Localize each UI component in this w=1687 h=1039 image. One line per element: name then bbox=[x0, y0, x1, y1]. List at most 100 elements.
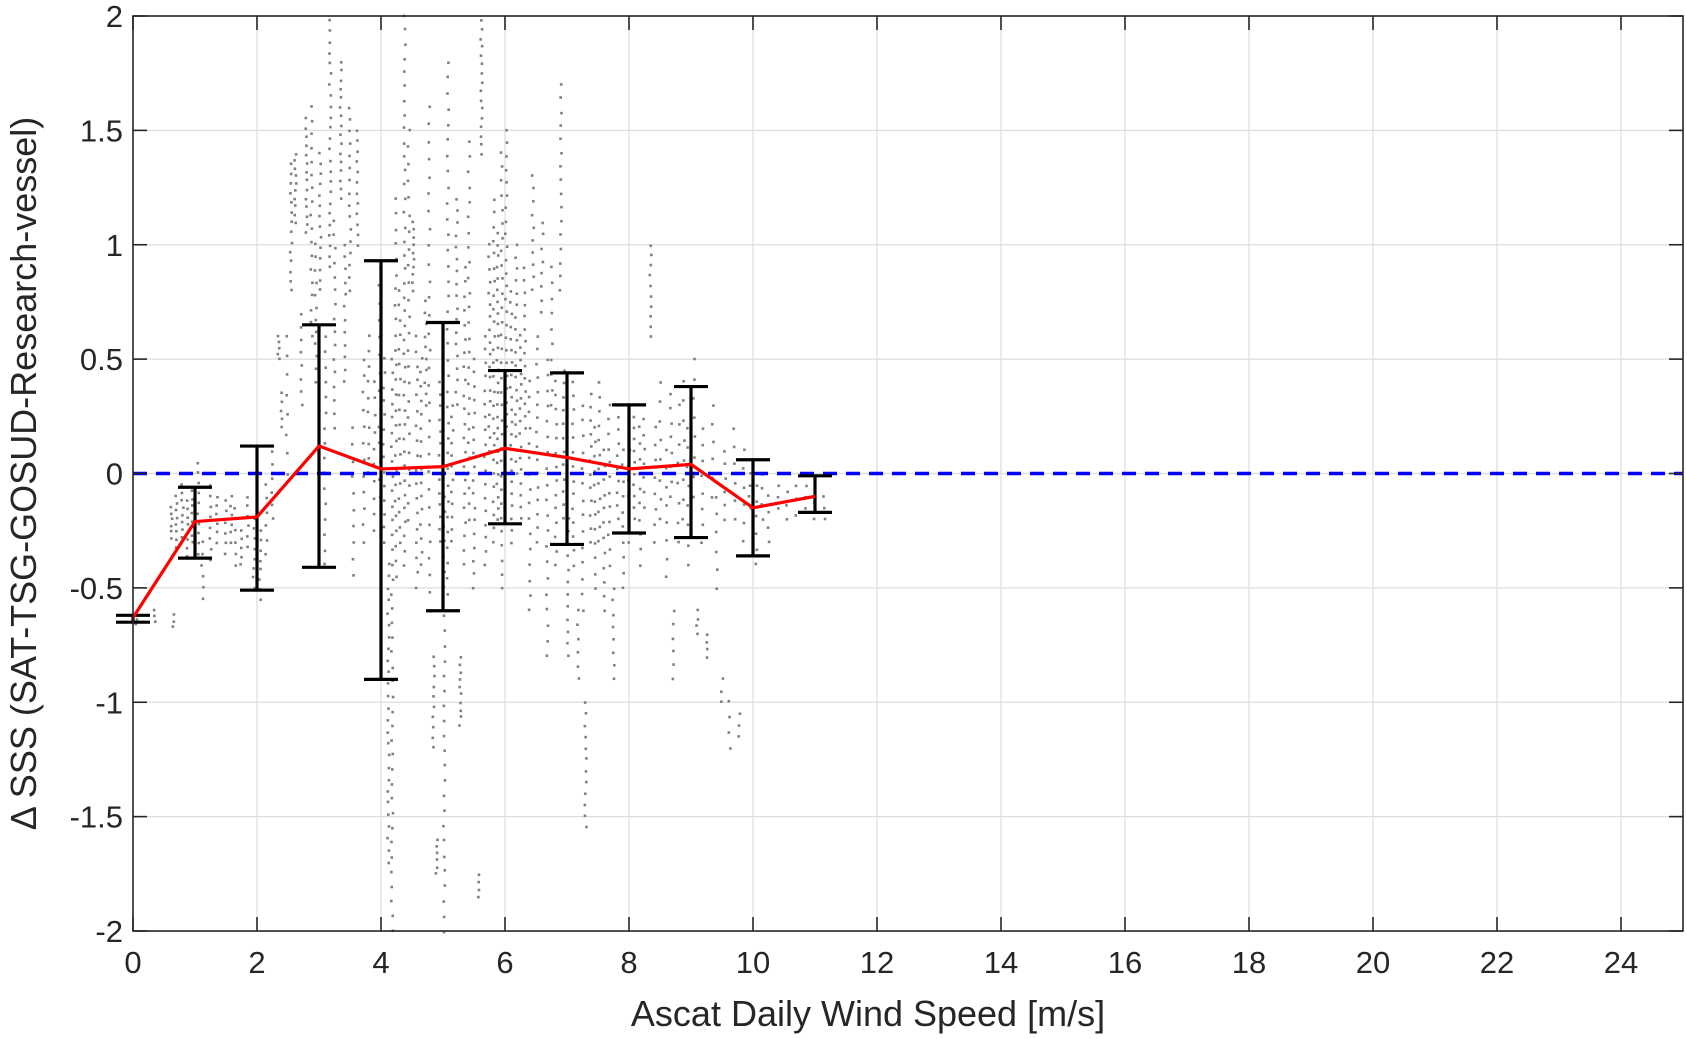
scatter-point bbox=[519, 397, 523, 400]
scatter-column-101 bbox=[632, 415, 637, 521]
scatter-point bbox=[528, 426, 532, 430]
scatter-point bbox=[608, 505, 612, 508]
scatter-point bbox=[372, 529, 376, 532]
scatter-point bbox=[732, 427, 736, 430]
scatter-point bbox=[701, 443, 705, 447]
scatter-point bbox=[186, 522, 190, 526]
x-tick-label: 16 bbox=[1108, 945, 1142, 980]
scatter-point bbox=[477, 873, 481, 877]
scatter-point bbox=[508, 386, 512, 389]
scatter-point bbox=[450, 502, 454, 506]
scatter-point bbox=[720, 690, 723, 694]
scatter-column-113 bbox=[692, 357, 697, 499]
scatter-point bbox=[362, 541, 366, 544]
scatter-point bbox=[402, 564, 406, 567]
scatter-point bbox=[622, 448, 625, 452]
scatter-point bbox=[172, 613, 176, 616]
scatter-point bbox=[427, 209, 430, 213]
scatter-point bbox=[642, 462, 646, 466]
scatter-column-82 bbox=[545, 358, 550, 658]
scatter-point bbox=[403, 27, 407, 31]
scatter-point bbox=[455, 294, 458, 297]
scatter-column-36 bbox=[347, 106, 353, 293]
scatter-point bbox=[459, 709, 463, 713]
scatter-point bbox=[545, 498, 548, 502]
scatter-point bbox=[468, 518, 471, 522]
scatter-point bbox=[555, 465, 558, 469]
scatter-column-86 bbox=[561, 369, 566, 520]
scatter-point bbox=[378, 319, 381, 322]
scatter-point bbox=[585, 757, 588, 760]
scatter-point bbox=[451, 478, 455, 482]
scatter-point bbox=[390, 607, 394, 610]
scatter-point bbox=[479, 38, 482, 41]
scatter-point bbox=[391, 402, 394, 406]
scatter-point bbox=[315, 306, 318, 310]
scatter-column-40 bbox=[366, 334, 371, 474]
scatter-point bbox=[678, 423, 681, 426]
scatter-point bbox=[514, 328, 517, 331]
scatter-point bbox=[323, 456, 326, 460]
scatter-point bbox=[754, 514, 758, 518]
scatter-point bbox=[329, 105, 333, 109]
scatter-column-3 bbox=[169, 505, 174, 540]
scatter-point bbox=[665, 539, 668, 542]
scatter-point bbox=[419, 384, 422, 388]
scatter-point bbox=[496, 300, 499, 304]
scatter-point bbox=[493, 279, 496, 283]
scatter-point bbox=[186, 538, 189, 541]
scatter-point bbox=[412, 236, 416, 239]
scatter-point bbox=[593, 542, 597, 545]
scatter-column-1 bbox=[152, 608, 157, 624]
scatter-point bbox=[549, 403, 553, 407]
scatter-point bbox=[571, 465, 575, 468]
scatter-point bbox=[382, 399, 386, 402]
scatter-point bbox=[464, 279, 467, 283]
scatter-point bbox=[665, 521, 668, 524]
scatter-point bbox=[442, 614, 446, 618]
scatter-point bbox=[134, 622, 138, 626]
scatter-column-93 bbox=[592, 426, 597, 590]
scatter-point bbox=[462, 365, 466, 368]
scatter-point bbox=[264, 483, 268, 486]
scatter-point bbox=[561, 436, 565, 440]
scatter-point bbox=[431, 715, 435, 719]
scatter-point bbox=[671, 677, 675, 681]
x-tick-label: 20 bbox=[1356, 945, 1390, 980]
scatter-point bbox=[653, 443, 657, 447]
scatter-column-48 bbox=[402, 14, 407, 567]
scatter-point bbox=[755, 548, 759, 552]
scatter-point bbox=[390, 650, 393, 653]
scatter-point bbox=[310, 254, 314, 258]
scatter-point bbox=[340, 142, 343, 145]
scatter-point bbox=[659, 458, 662, 461]
scatter-point bbox=[576, 650, 580, 654]
scatter-point bbox=[500, 432, 504, 436]
scatter-point bbox=[510, 348, 513, 352]
scatter-point bbox=[535, 430, 538, 434]
scatter-point bbox=[367, 349, 371, 353]
scatter-point bbox=[253, 547, 257, 551]
scatter-point bbox=[438, 503, 442, 506]
scatter-point bbox=[519, 445, 523, 449]
scatter-point bbox=[500, 502, 503, 505]
scatter-point bbox=[593, 500, 597, 503]
scatter-point bbox=[767, 540, 771, 544]
scatter-point bbox=[705, 656, 709, 659]
scatter-point bbox=[348, 289, 352, 293]
scatter-point bbox=[352, 508, 356, 512]
scatter-point bbox=[289, 172, 293, 176]
scatter-point bbox=[496, 277, 500, 280]
scatter-point bbox=[427, 506, 431, 509]
scatter-point bbox=[742, 503, 746, 506]
scatter-point bbox=[804, 507, 807, 510]
scatter-point bbox=[442, 734, 446, 738]
scatter-point bbox=[328, 52, 331, 55]
scatter-point bbox=[593, 513, 597, 516]
x-tick-label: 0 bbox=[124, 945, 141, 980]
scatter-point bbox=[381, 443, 385, 446]
scatter-column-53 bbox=[423, 299, 428, 407]
scatter-point bbox=[539, 310, 543, 314]
scatter-point bbox=[223, 521, 227, 525]
scatter-point bbox=[598, 525, 602, 529]
